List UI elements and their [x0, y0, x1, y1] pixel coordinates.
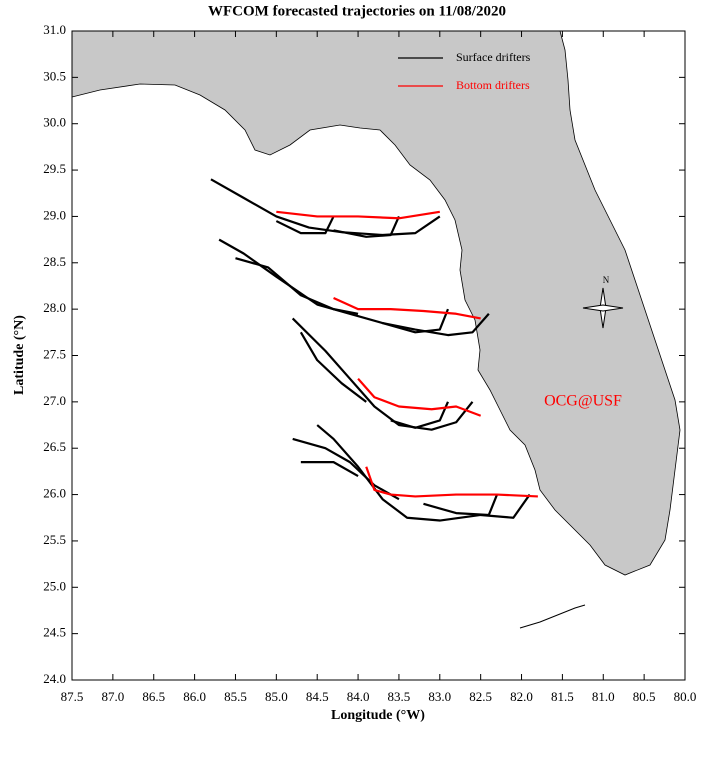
trajectory — [333, 215, 400, 238]
trajectory — [382, 308, 449, 334]
x-tick-label: 86.0 — [183, 689, 206, 704]
y-tick-label: 27.5 — [43, 346, 66, 361]
legend-label: Bottom drifters — [456, 78, 530, 92]
x-tick-label: 87.5 — [61, 689, 84, 704]
x-tick-label: 83.0 — [428, 689, 451, 704]
compass: N — [582, 275, 624, 329]
y-tick-label: 25.0 — [43, 578, 66, 593]
y-tick-label: 26.5 — [43, 439, 66, 454]
y-tick-label: 28.0 — [43, 300, 66, 315]
trajectory — [235, 257, 359, 315]
y-tick-label: 28.5 — [43, 254, 66, 269]
trajectory — [291, 317, 474, 431]
trajectory — [218, 238, 490, 337]
keys — [519, 604, 586, 629]
trajectory — [390, 401, 449, 429]
trajectory — [210, 178, 441, 237]
x-tick-label: 84.5 — [306, 689, 329, 704]
y-tick-label: 27.0 — [43, 393, 66, 408]
y-tick-label: 29.5 — [43, 161, 66, 176]
y-tick-label: 25.5 — [43, 532, 66, 547]
trajectory — [292, 437, 400, 501]
x-tick-label: 85.5 — [224, 689, 247, 704]
trajectory — [275, 215, 335, 235]
x-tick-label: 87.0 — [101, 689, 124, 704]
y-tick-label: 26.0 — [43, 486, 66, 501]
trajectory — [365, 466, 538, 498]
x-tick-label: 83.5 — [388, 689, 411, 704]
y-tick-label: 30.0 — [43, 115, 66, 130]
annotation: OCG@USF — [544, 393, 622, 410]
x-tick-label: 82.5 — [469, 689, 492, 704]
y-tick-label: 24.5 — [43, 625, 66, 640]
y-axis-label: Latitude (°N) — [12, 315, 27, 395]
trajectory — [357, 377, 482, 417]
y-tick-label: 31.0 — [43, 22, 66, 37]
trajectory — [423, 494, 499, 517]
x-tick-label: 80.0 — [674, 689, 697, 704]
x-tick-label: 84.0 — [347, 689, 370, 704]
x-tick-label: 82.0 — [510, 689, 533, 704]
trajectory — [316, 424, 531, 522]
trajectory — [300, 461, 359, 477]
y-tick-label: 29.0 — [43, 207, 66, 222]
land — [71, 30, 681, 576]
trajectory — [333, 297, 481, 320]
y-tick-label: 30.5 — [43, 68, 66, 83]
x-axis-label: Longitude (°W) — [331, 708, 425, 723]
x-tick-label: 81.5 — [551, 689, 574, 704]
x-tick-label: 80.5 — [633, 689, 656, 704]
trajectory — [299, 331, 367, 403]
chart-title: WFCOM forecasted trajectories on 11/08/2… — [208, 3, 506, 19]
x-tick-label: 86.5 — [142, 689, 165, 704]
legend-label: Surface drifters — [456, 50, 531, 64]
y-tick-label: 24.0 — [43, 671, 66, 686]
x-tick-label: 81.0 — [592, 689, 615, 704]
trajectory — [276, 210, 440, 220]
x-tick-label: 85.0 — [265, 689, 288, 704]
svg-text:N: N — [603, 275, 610, 285]
